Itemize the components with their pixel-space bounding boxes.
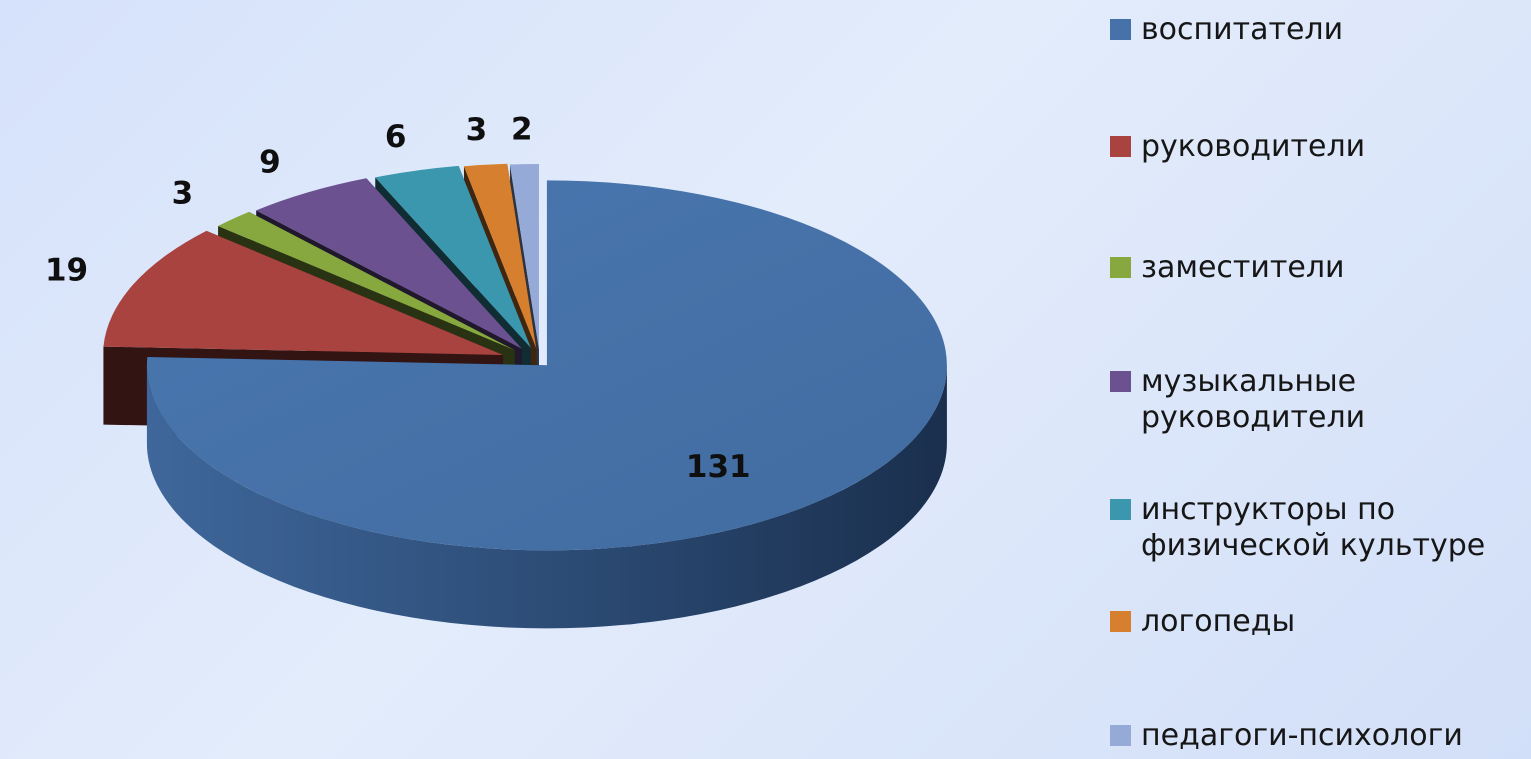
pie-slice-vospitateli — [146, 180, 947, 629]
legend-label-instruktory: инструкторы по физической культуре — [1141, 492, 1486, 563]
chart-legend: воспитатели руководители заместители муз… — [1110, 0, 1531, 759]
pie-slice-side-vospitateli-0 — [146, 365, 947, 629]
pie-slice-top-muzykalnye — [256, 178, 522, 349]
legend-swatch-logopedy — [1110, 611, 1131, 632]
pie-slice-top-vospitateli — [146, 180, 947, 551]
data-label-muzykalnye: 9 — [259, 145, 281, 181]
data-label-rukovoditeli: 19 — [45, 252, 88, 288]
pie-slice-top-instruktory — [375, 165, 531, 348]
pie-slice-top-rukovoditeli — [103, 230, 504, 355]
data-label-instruktory: 6 — [385, 119, 407, 155]
legend-item-psihologi: педагоги-психологи — [1110, 718, 1531, 754]
data-label-zamestiteli: 3 — [172, 176, 194, 212]
legend-item-logopedy: логопеды — [1110, 604, 1531, 640]
pie-slice-top-psihologi — [509, 164, 539, 350]
legend-item-instruktory: инструкторы по физической культуре — [1110, 492, 1531, 564]
legend-swatch-vospitateli — [1110, 19, 1131, 40]
pie-slice-top-zamestiteli — [218, 211, 515, 351]
legend-label-psihologi: педагоги-психологи — [1141, 718, 1463, 753]
pie-slices — [103, 163, 947, 629]
legend-label-rukovoditeli: руководители — [1141, 129, 1366, 164]
legend-label-logopedy: логопеды — [1141, 604, 1296, 639]
legend-label-zamestiteli: заместители — [1141, 250, 1345, 285]
pie-slice-top-logopedy — [463, 163, 537, 349]
legend-swatch-muzykalnye — [1110, 371, 1131, 392]
legend-item-muzykalnye: музыкальные руководители — [1110, 364, 1401, 436]
data-label-vospitateli: 131 — [686, 449, 751, 485]
legend-label-muzykalnye: музыкальные руководители — [1141, 364, 1366, 435]
legend-item-vospitateli: воспитатели — [1110, 12, 1531, 48]
data-label-logopedy: 3 — [466, 112, 488, 148]
legend-label-vospitateli: воспитатели — [1141, 12, 1344, 47]
legend-item-rukovoditeli: руководители — [1110, 129, 1531, 165]
legend-swatch-zamestiteli — [1110, 257, 1131, 278]
legend-swatch-psihologi — [1110, 725, 1131, 746]
legend-item-zamestiteli: заместители — [1110, 250, 1531, 286]
legend-swatch-instruktory — [1110, 499, 1131, 520]
data-label-psihologi: 2 — [511, 111, 533, 147]
legend-swatch-rukovoditeli — [1110, 136, 1131, 157]
